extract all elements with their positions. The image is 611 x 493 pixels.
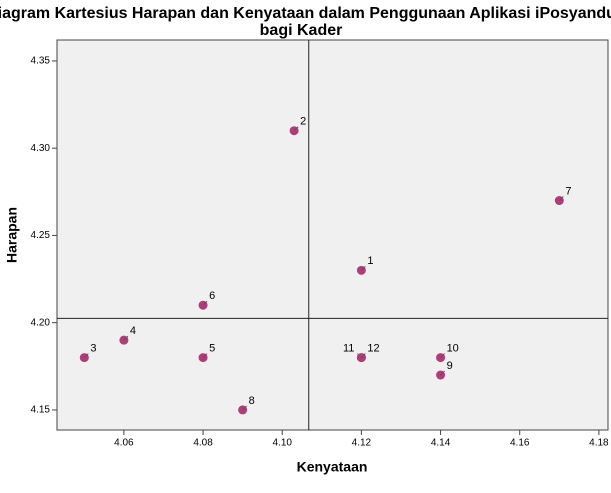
label-leader xyxy=(293,126,299,132)
label-leader xyxy=(558,196,564,201)
y-tick-label: 4.35 xyxy=(31,56,51,67)
point-label: 5 xyxy=(209,342,215,354)
point-label: 11 xyxy=(343,342,354,354)
label-leader xyxy=(123,335,129,341)
point-label: 2 xyxy=(300,116,306,128)
y-tick-label: 4.25 xyxy=(31,230,51,241)
label-leader xyxy=(202,300,208,306)
label-leader xyxy=(242,405,247,411)
chart-title: Diagram Kartesius Harapan dan Kenyataan … xyxy=(0,5,611,39)
label-leader xyxy=(361,353,366,358)
point-label: 9 xyxy=(447,360,453,372)
label-leader xyxy=(440,353,445,358)
plot-area xyxy=(56,39,609,431)
y-tick-label: 4.30 xyxy=(31,143,51,154)
x-tick-label: 4.16 xyxy=(510,438,530,449)
label-leader xyxy=(202,353,208,358)
point-label: 6 xyxy=(209,290,215,302)
point-label: 1 xyxy=(367,255,373,267)
point-label: 7 xyxy=(565,185,571,197)
y-tick-label: 4.20 xyxy=(31,317,51,328)
x-axis-label: Kenyataan xyxy=(297,459,368,475)
point-label: 10 xyxy=(447,342,459,354)
point-label: 8 xyxy=(249,395,255,407)
point-label: 12 xyxy=(367,342,379,354)
point-label: 3 xyxy=(90,342,96,354)
x-tick-label: 4.18 xyxy=(589,438,609,449)
x-tick-label: 4.12 xyxy=(352,438,372,449)
label-leader xyxy=(361,265,366,271)
x-tick-label: 4.06 xyxy=(114,438,134,449)
label-leader xyxy=(83,353,89,358)
x-tick-label: 4.14 xyxy=(431,438,451,449)
x-tick-label: 4.10 xyxy=(272,438,292,449)
y-axis-label: Harapan xyxy=(4,207,20,263)
x-tick-label: 4.08 xyxy=(193,438,213,449)
y-tick-label: 4.15 xyxy=(31,405,51,416)
point-label: 4 xyxy=(130,325,136,337)
label-leader xyxy=(440,370,445,376)
